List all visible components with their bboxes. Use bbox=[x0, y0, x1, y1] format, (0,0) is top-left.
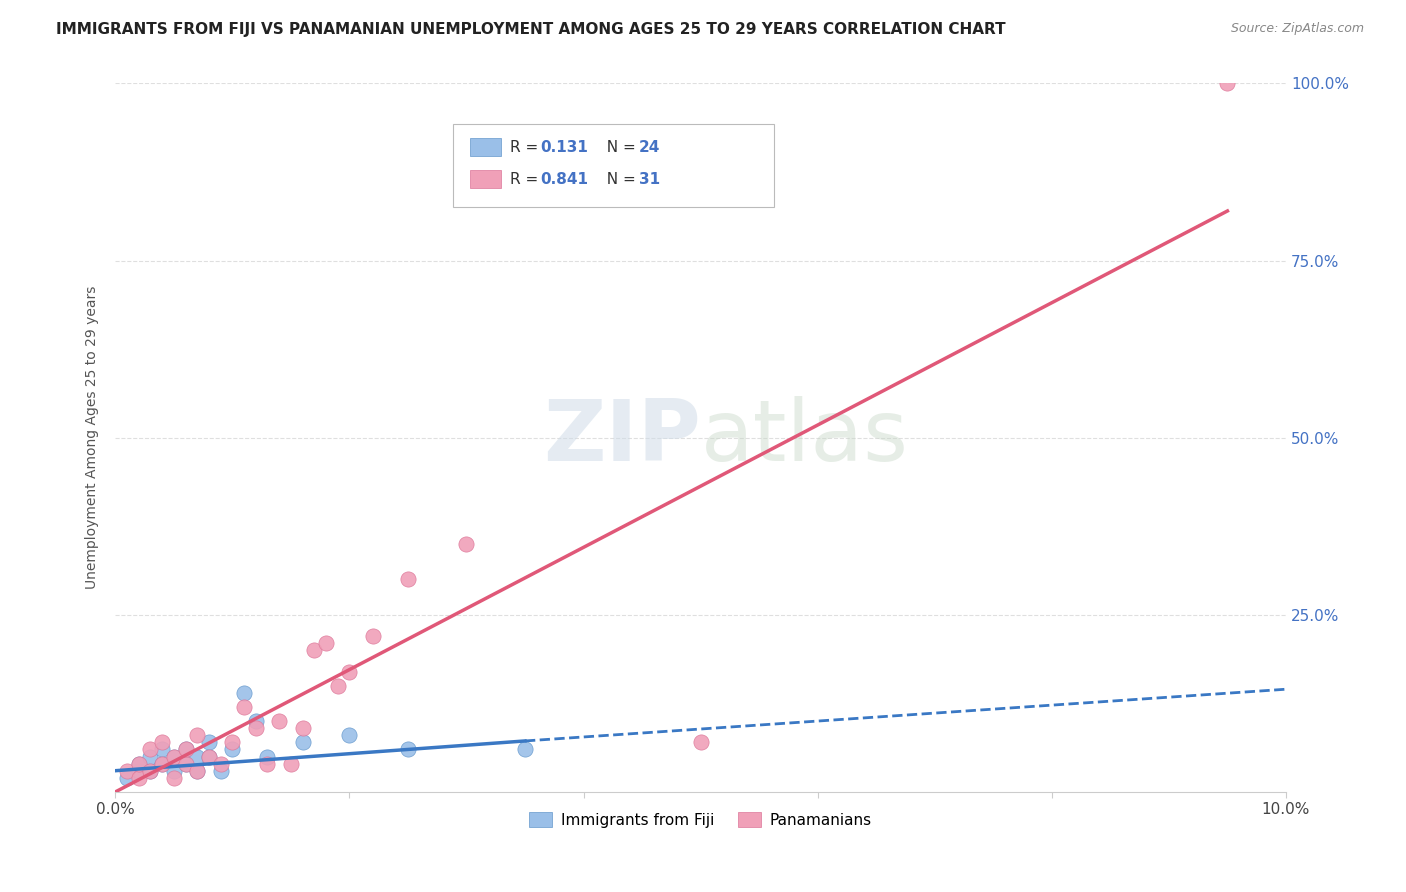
Point bbox=[233, 700, 256, 714]
Legend: Immigrants from Fiji, Panamanians: Immigrants from Fiji, Panamanians bbox=[523, 805, 877, 834]
Point bbox=[163, 764, 186, 778]
Point bbox=[198, 735, 221, 749]
Point bbox=[339, 728, 361, 742]
Point bbox=[186, 728, 208, 742]
Point bbox=[150, 756, 173, 771]
Point bbox=[139, 749, 162, 764]
Point bbox=[150, 756, 173, 771]
Point bbox=[139, 764, 162, 778]
Point bbox=[396, 573, 419, 587]
Text: ZIP: ZIP bbox=[543, 396, 700, 479]
Point bbox=[163, 771, 186, 785]
Point bbox=[256, 756, 278, 771]
Point bbox=[150, 742, 173, 756]
Point bbox=[513, 742, 536, 756]
Point bbox=[150, 735, 173, 749]
Text: 0.131: 0.131 bbox=[540, 140, 589, 155]
Point bbox=[128, 771, 150, 785]
Text: N =: N = bbox=[596, 172, 641, 187]
Point bbox=[396, 742, 419, 756]
Text: 31: 31 bbox=[640, 172, 661, 187]
Point bbox=[269, 714, 291, 728]
Point bbox=[456, 537, 478, 551]
Point bbox=[315, 636, 337, 650]
Text: IMMIGRANTS FROM FIJI VS PANAMANIAN UNEMPLOYMENT AMONG AGES 25 TO 29 YEARS CORREL: IMMIGRANTS FROM FIJI VS PANAMANIAN UNEMP… bbox=[56, 22, 1005, 37]
Point bbox=[339, 665, 361, 679]
Point bbox=[209, 756, 232, 771]
Point bbox=[128, 764, 150, 778]
Point bbox=[174, 756, 197, 771]
Point bbox=[174, 756, 197, 771]
Point bbox=[186, 764, 208, 778]
Point bbox=[163, 749, 186, 764]
Point bbox=[115, 764, 138, 778]
Point bbox=[256, 749, 278, 764]
Point bbox=[128, 756, 150, 771]
Point bbox=[326, 679, 349, 693]
Point bbox=[245, 721, 267, 735]
Text: N =: N = bbox=[596, 140, 641, 155]
Text: R =: R = bbox=[510, 172, 543, 187]
Text: 0.841: 0.841 bbox=[540, 172, 589, 187]
Point bbox=[128, 756, 150, 771]
Y-axis label: Unemployment Among Ages 25 to 29 years: Unemployment Among Ages 25 to 29 years bbox=[86, 286, 100, 590]
Point bbox=[304, 643, 326, 657]
Point bbox=[233, 686, 256, 700]
Point bbox=[174, 742, 197, 756]
Text: atlas: atlas bbox=[700, 396, 908, 479]
Point bbox=[115, 771, 138, 785]
Text: R =: R = bbox=[510, 140, 543, 155]
Text: Source: ZipAtlas.com: Source: ZipAtlas.com bbox=[1230, 22, 1364, 36]
Point bbox=[221, 742, 243, 756]
Point bbox=[221, 735, 243, 749]
Point bbox=[361, 629, 384, 643]
Point bbox=[163, 749, 186, 764]
Point bbox=[291, 735, 314, 749]
Point bbox=[186, 764, 208, 778]
Point bbox=[198, 749, 221, 764]
Point bbox=[280, 756, 302, 771]
Point bbox=[139, 742, 162, 756]
Point bbox=[186, 749, 208, 764]
Point bbox=[174, 742, 197, 756]
Point bbox=[139, 764, 162, 778]
Point bbox=[689, 735, 711, 749]
Text: 24: 24 bbox=[640, 140, 661, 155]
Point bbox=[1216, 77, 1239, 91]
Point bbox=[198, 749, 221, 764]
Point bbox=[245, 714, 267, 728]
Point bbox=[209, 764, 232, 778]
Point bbox=[291, 721, 314, 735]
